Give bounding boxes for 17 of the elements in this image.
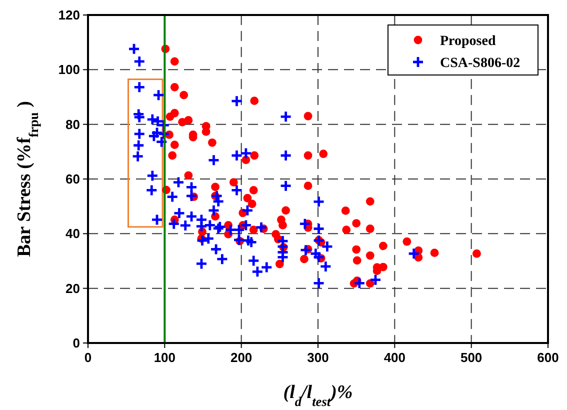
- x-tick-label: 300: [307, 350, 329, 365]
- y-tick-label: 100: [58, 62, 80, 78]
- x-axis-title: (l$_{d}$/l$_{test}$)%: [283, 382, 353, 408]
- y-tick-label: 60: [66, 172, 80, 186]
- legend-label: Proposed: [440, 34, 496, 49]
- x-tick-label: 500: [460, 350, 482, 365]
- y-tick-label: 120: [58, 8, 80, 22]
- x-tick-label: 100: [154, 350, 176, 365]
- y-tick-label: 80: [66, 116, 80, 132]
- legend-label: CSA-S806-02: [440, 56, 520, 71]
- x-tick-label: 400: [384, 350, 406, 365]
- x-tick-label: 0: [84, 350, 92, 365]
- y-tick-label: 20: [66, 280, 80, 296]
- y-tick-label: 40: [66, 226, 80, 242]
- x-tick-label: 600: [537, 350, 559, 365]
- y-tick-label: 0: [72, 336, 80, 350]
- x-tick-label: 200: [230, 350, 252, 365]
